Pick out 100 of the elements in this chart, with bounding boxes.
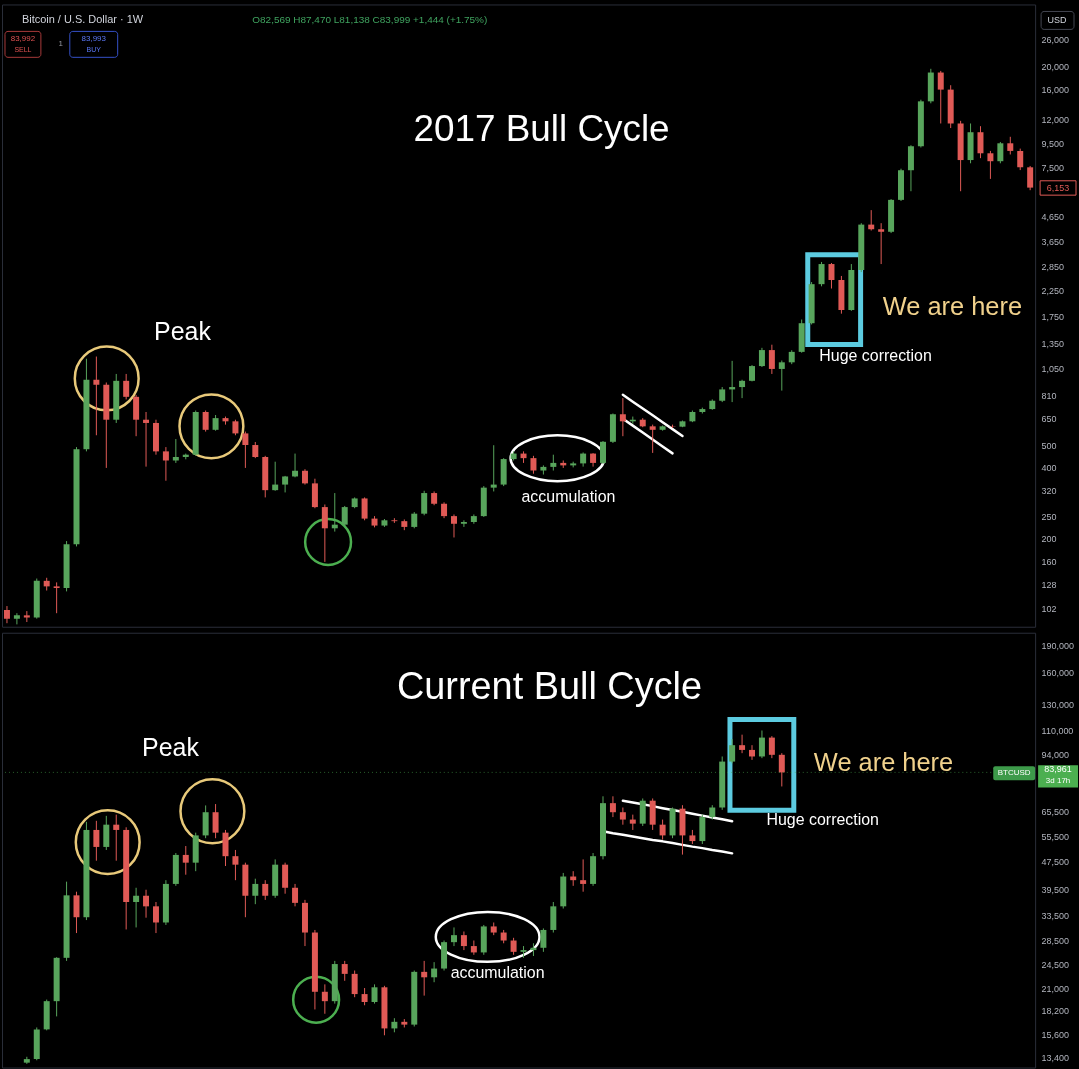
y-tick-label: 4,650: [1041, 211, 1065, 222]
y-tick-label: 55,500: [1041, 832, 1070, 843]
y-tick-label: 2,850: [1041, 262, 1065, 273]
candlestick: [778, 752, 785, 787]
candlestick: [431, 961, 438, 983]
candlestick: [212, 803, 219, 839]
text: 2017 Bull Cycle: [413, 108, 670, 150]
annotation: Huge correction: [766, 811, 879, 829]
y-tick-label: 13,400: [1041, 1053, 1070, 1064]
candlestick: [739, 734, 746, 754]
y-tick-label: 65,500: [1041, 806, 1070, 817]
candlestick: [421, 490, 428, 516]
candlestick: [421, 960, 428, 997]
line-series: [621, 799, 734, 823]
candlestick: [460, 931, 467, 951]
y-tick-label: 21,000: [1041, 983, 1070, 994]
y-tick-label: 94,000: [1041, 750, 1070, 761]
y-tick-label: 20,000: [1041, 62, 1070, 73]
candlestick: [133, 887, 140, 928]
line-series: [621, 393, 684, 438]
candlestick: [202, 804, 209, 839]
candlestick: [262, 879, 269, 901]
candlestick: [997, 141, 1004, 164]
y-tick-label: 33,500: [1041, 910, 1070, 921]
y-tick-label: 7,500: [1041, 162, 1065, 173]
y-tick-label: 28,500: [1041, 936, 1070, 946]
candlestick: [758, 730, 765, 759]
annotation: accumulation: [521, 488, 616, 506]
y-tick-label: 128: [1041, 580, 1057, 591]
y-tick-label: 26,000: [1041, 35, 1070, 46]
y-tick-label: 320: [1041, 486, 1057, 497]
candlestick: [828, 262, 835, 290]
y-tick-label: 16,000: [1041, 85, 1070, 96]
candlestick: [103, 815, 110, 851]
y-tick-label: 130,000: [1041, 699, 1075, 710]
text: 6,153: [1046, 182, 1070, 193]
candlestick: [540, 927, 547, 953]
candlestick: [272, 461, 279, 492]
candlestick: [143, 411, 150, 468]
candlestick: [202, 410, 209, 433]
candlestick: [93, 356, 100, 436]
candlestick: [321, 503, 328, 563]
text: 3d 17h: [1045, 776, 1071, 786]
candlestick: [451, 513, 457, 538]
candlestick: [311, 478, 318, 509]
candlestick: [133, 394, 140, 437]
y-tick-label: 500: [1041, 440, 1057, 451]
text: USD: [1047, 15, 1068, 26]
candlestick: [977, 125, 984, 159]
candlestick: [53, 581, 60, 614]
candlestick: [768, 344, 775, 375]
y-tick-label: 160,000: [1041, 667, 1075, 678]
candlestick: [451, 926, 457, 947]
y-tick-label: 110,000: [1041, 725, 1074, 736]
annotation: accumulation: [450, 963, 545, 981]
candlestick: [182, 845, 189, 876]
y-tick-label: 250: [1041, 511, 1057, 522]
candlestick: [580, 858, 587, 893]
candlestick: [470, 940, 477, 956]
candlestick: [758, 347, 765, 368]
annotation: We are here: [813, 748, 954, 777]
candlestick: [321, 983, 328, 1015]
y-tick-label: 12,000: [1041, 114, 1070, 125]
candlestick: [768, 735, 775, 759]
y-tick-label: 1,050: [1041, 364, 1065, 375]
candlestick: [937, 70, 944, 124]
candlestick: [490, 444, 497, 492]
annotation: Peak: [154, 316, 212, 345]
candlestick: [292, 883, 299, 907]
candlestick: [371, 983, 378, 1005]
candlestick: [123, 373, 130, 400]
candlestick: [1017, 148, 1024, 171]
y-tick-label: 190,000: [1041, 640, 1075, 651]
y-tick-label: 650: [1041, 413, 1057, 424]
ref-line-label: 83,961: [1044, 764, 1072, 775]
annotation: 1: [58, 39, 64, 49]
candlestick: [93, 820, 100, 862]
annotation: O82,569 H87,470 L81,138 C83,999 +1,444 (+1.75%): [252, 14, 488, 26]
candlestick: [550, 901, 557, 934]
candlestick: [460, 519, 467, 528]
annotation: We are here: [882, 291, 1023, 320]
annotation: 83,992: [10, 34, 36, 44]
y-tick-label: 9,500: [1041, 138, 1065, 149]
candlestick: [351, 970, 358, 998]
text: Current Bull Cycle: [396, 664, 703, 707]
candlestick: [729, 738, 736, 764]
candlestick: [749, 744, 755, 761]
annotation: Bitcoin / U.S. Dollar · 1W: [21, 13, 144, 26]
candlestick: [878, 222, 885, 265]
candlestick: [639, 797, 646, 827]
candlestick: [143, 889, 150, 919]
y-tick-label: 1,350: [1041, 338, 1065, 349]
candlestick: [778, 360, 785, 392]
candlestick: [609, 795, 616, 818]
y-tick-label: 39,500: [1041, 885, 1070, 896]
y-tick-label: 1,750: [1041, 312, 1065, 323]
candlestick: [152, 901, 159, 934]
annotation: 83,993: [81, 34, 107, 44]
y-tick-label: 18,200: [1041, 1005, 1070, 1016]
candlestick: [987, 150, 994, 180]
